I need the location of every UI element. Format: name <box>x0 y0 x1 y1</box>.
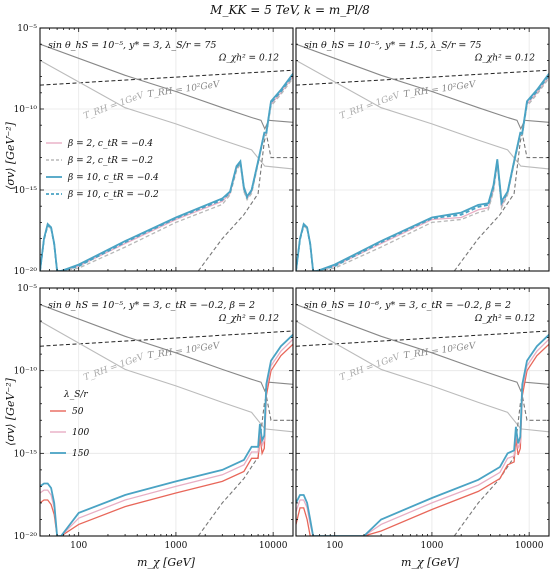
figure-title: M_KK = 5 TeV, k = m_Pl/8 <box>209 3 370 17</box>
panel-title: sin θ_hS = 10⁻⁵, y* = 3, c_tR = −0.2, β … <box>48 300 255 311</box>
reference-line-gauge <box>197 133 293 271</box>
y-tick-label: 10⁻¹⁵ <box>14 186 38 196</box>
y-tick-label: 10⁻⁵ <box>17 284 37 294</box>
reference-line-gauge <box>453 133 549 271</box>
plot-area-1 <box>40 43 293 271</box>
x-axis-label-right: m_χ [GeV] <box>401 556 460 569</box>
panel-3: 10⁻⁵ 10⁻¹⁰ 10⁻¹⁵ 10⁻²⁰ 100 1000 10000 sin θ_hS … <box>14 284 294 551</box>
plot-area-4 <box>296 303 549 536</box>
trh100-annotation: T_RH = 10²GeV <box>403 341 478 361</box>
relic-annotation: Ω_χh² = 0.12 <box>474 314 535 324</box>
reference-line-trh1 <box>296 59 549 170</box>
y-tick-label: 10⁻¹⁰ <box>14 105 38 115</box>
x-tick-label: 100 <box>70 541 87 551</box>
y-tick-label: 10⁻²⁰ <box>14 532 38 542</box>
y-axis-label-top: ⟨σv⟩ [GeV⁻²] <box>4 121 17 190</box>
trh100-annotation: T_RH = 10²GeV <box>403 80 478 100</box>
x-tick-label: 1000 <box>420 541 443 551</box>
legend-entry: β = 2, c_tR = −0.2 <box>67 156 153 166</box>
series-line-2 <box>296 338 549 536</box>
y-axis-label-bottom: ⟨σv⟩ [GeV⁻²] <box>4 377 17 446</box>
legend-entry: β = 2, c_tR = −0.4 <box>67 139 153 149</box>
plot-area-3 <box>40 303 293 536</box>
trh1-annotation: T_RH = 1GeV <box>82 90 146 122</box>
trh100-annotation: T_RH = 10²GeV <box>147 80 222 100</box>
trh100-annotation: T_RH = 10²GeV <box>147 341 222 361</box>
reference-line-gauge <box>197 395 293 536</box>
x-tick-label: 10000 <box>515 541 544 551</box>
relic-annotation: Ω_χh² = 0.12 <box>474 53 535 63</box>
axes-frame <box>39 27 294 272</box>
legend-entry: β = 10, c_tR = −0.4 <box>67 173 159 183</box>
axes-frame <box>295 27 550 272</box>
y-tick-label: 10⁻¹⁰ <box>14 367 38 377</box>
series-line-4 <box>296 74 549 271</box>
y-tick-label: 10⁻⁵ <box>17 24 37 34</box>
trh1-annotation: T_RH = 1GeV <box>338 90 402 122</box>
panel-title: sin θ_hS = 10⁻⁶, y* = 3, c_tR = −0.2, β … <box>304 300 511 311</box>
series-line-1 <box>40 343 293 536</box>
trh1-annotation: T_RH = 1GeV <box>338 352 402 384</box>
legend-entry: 150 <box>72 449 89 459</box>
reference-line-relic <box>40 330 293 347</box>
series-line-3 <box>40 334 293 536</box>
relic-annotation: Ω_χh² = 0.12 <box>218 53 279 63</box>
legend-entry: 100 <box>72 428 89 438</box>
y-tick-label: 10⁻¹⁵ <box>14 449 38 459</box>
x-tick-label: 100 <box>326 541 343 551</box>
reference-line-gauge <box>453 395 549 536</box>
trh1-annotation: T_RH = 1GeV <box>82 352 146 384</box>
relic-annotation: Ω_χh² = 0.12 <box>218 314 279 324</box>
y-tick-label: 10⁻²⁰ <box>14 267 38 277</box>
reference-line-relic <box>296 330 549 347</box>
series-line-3 <box>296 334 549 536</box>
axes-frame <box>295 287 550 537</box>
panel-4: 100 1000 10000 sin θ_hS = 10⁻⁶, y* = 3, c_t… <box>295 287 550 551</box>
panel-1: 10⁻⁵ 10⁻¹⁰ 10⁻¹⁵ 10⁻²⁰ sin θ_hS = 10⁻⁵, y* =… <box>14 24 294 277</box>
panel-2: sin θ_hS = 10⁻⁵, y* = 1.5, λ_S/r = 75 Ω_χ… <box>295 27 550 272</box>
panels: 10⁻⁵ 10⁻¹⁰ 10⁻¹⁵ 10⁻²⁰ sin θ_hS = 10⁻⁵, y* =… <box>14 24 550 551</box>
reference-line-relic <box>40 69 293 86</box>
x-tick-label: 10000 <box>259 541 288 551</box>
plot-area-2 <box>296 43 549 271</box>
reference-line-trh1 <box>296 320 549 433</box>
legend-title: λ_S/r <box>63 390 88 400</box>
legend-entry: β = 10, c_tR = −0.2 <box>67 190 159 200</box>
panel-title: sin θ_hS = 10⁻⁵, y* = 1.5, λ_S/r = 75 <box>304 40 481 51</box>
panel-title: sin θ_hS = 10⁻⁵, y* = 3, λ_S/r = 75 <box>48 40 216 51</box>
x-tick-label: 1000 <box>164 541 187 551</box>
reference-line-relic <box>296 69 549 86</box>
x-axis-label-left: m_χ [GeV] <box>137 556 196 569</box>
reference-line-trh1 <box>40 59 293 170</box>
legend-entry: 50 <box>72 407 84 417</box>
series-line-4 <box>40 74 293 271</box>
